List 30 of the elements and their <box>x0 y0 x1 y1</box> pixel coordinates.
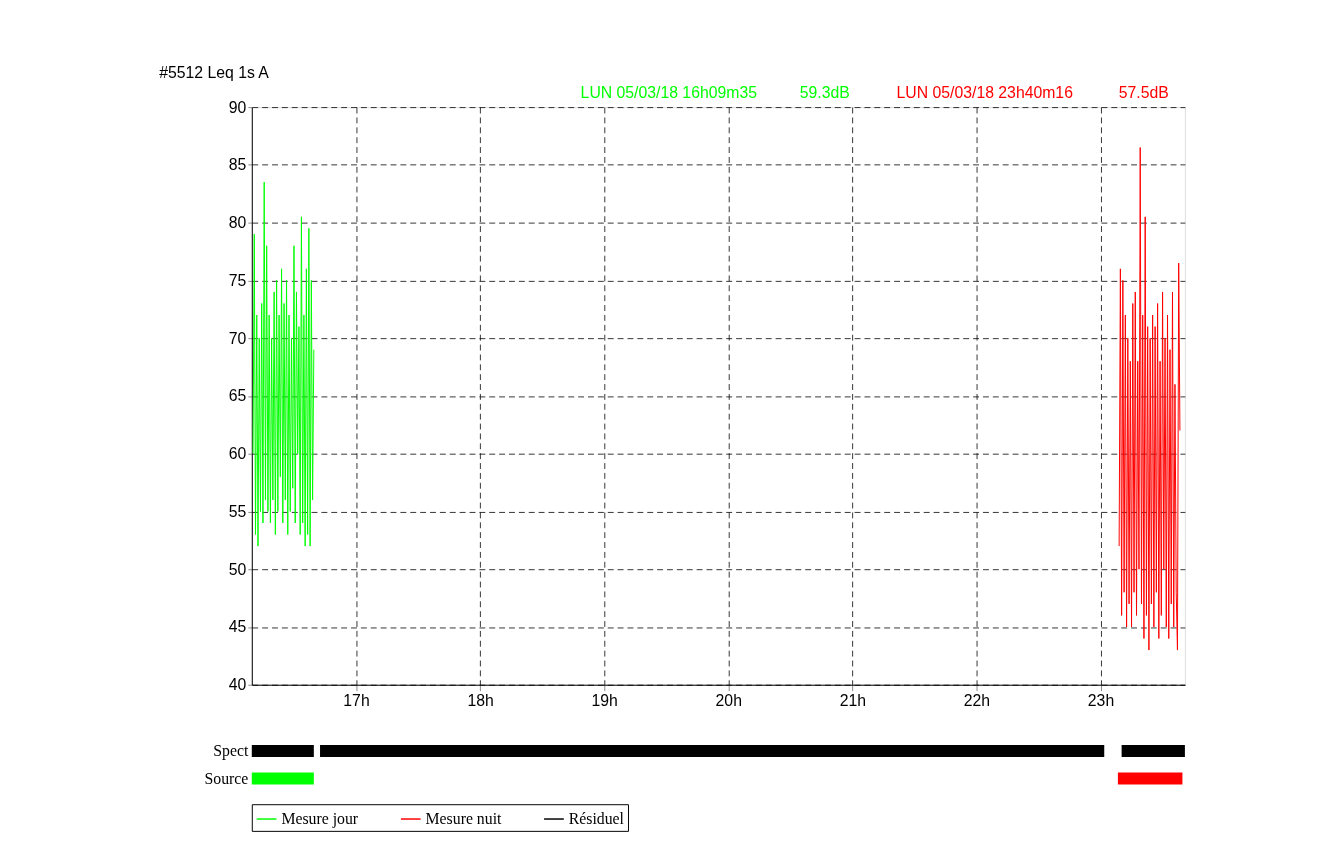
y-tick-label: 80 <box>228 214 247 232</box>
x-tick-label: 23h <box>1087 691 1115 709</box>
y-tick-label: Source <box>204 769 249 787</box>
y-tick-label: 85 <box>228 156 247 174</box>
text: LUN 05/03/18 23h40m16 <box>896 84 1074 102</box>
text: 57.5dB <box>1118 84 1169 102</box>
legend-label: Mesure jour <box>281 809 359 828</box>
x-tick-label: 21h <box>839 691 867 709</box>
legend-label: Résiduel <box>568 809 625 827</box>
x-tick-label: 22h <box>963 691 991 709</box>
line-series <box>1118 147 1181 651</box>
y-tick-label: 50 <box>228 560 247 578</box>
y-tick-label: 60 <box>228 445 247 463</box>
x-tick-label: 17h <box>343 691 370 709</box>
x-tick-label: 19h <box>591 691 618 709</box>
y-tick-label: 40 <box>228 676 247 694</box>
x-tick-label: 18h <box>467 691 494 709</box>
text: 59.3dB <box>799 84 850 102</box>
line-series <box>252 181 315 547</box>
text: LUN 05/03/18 16h09m35 <box>580 84 758 102</box>
y-tick-label: 90 <box>228 98 247 116</box>
chart-title: #5512 Leq 1s A <box>159 64 270 82</box>
y-tick-label: 70 <box>228 329 247 347</box>
y-tick-label: 75 <box>228 271 247 289</box>
y-tick-label: Spect <box>213 742 249 761</box>
x-tick-label: 20h <box>715 691 742 709</box>
legend-label: Mesure nuit <box>425 809 503 827</box>
y-tick-label: 45 <box>228 618 247 636</box>
y-tick-label: 65 <box>228 387 247 405</box>
y-tick-label: 55 <box>228 502 247 520</box>
